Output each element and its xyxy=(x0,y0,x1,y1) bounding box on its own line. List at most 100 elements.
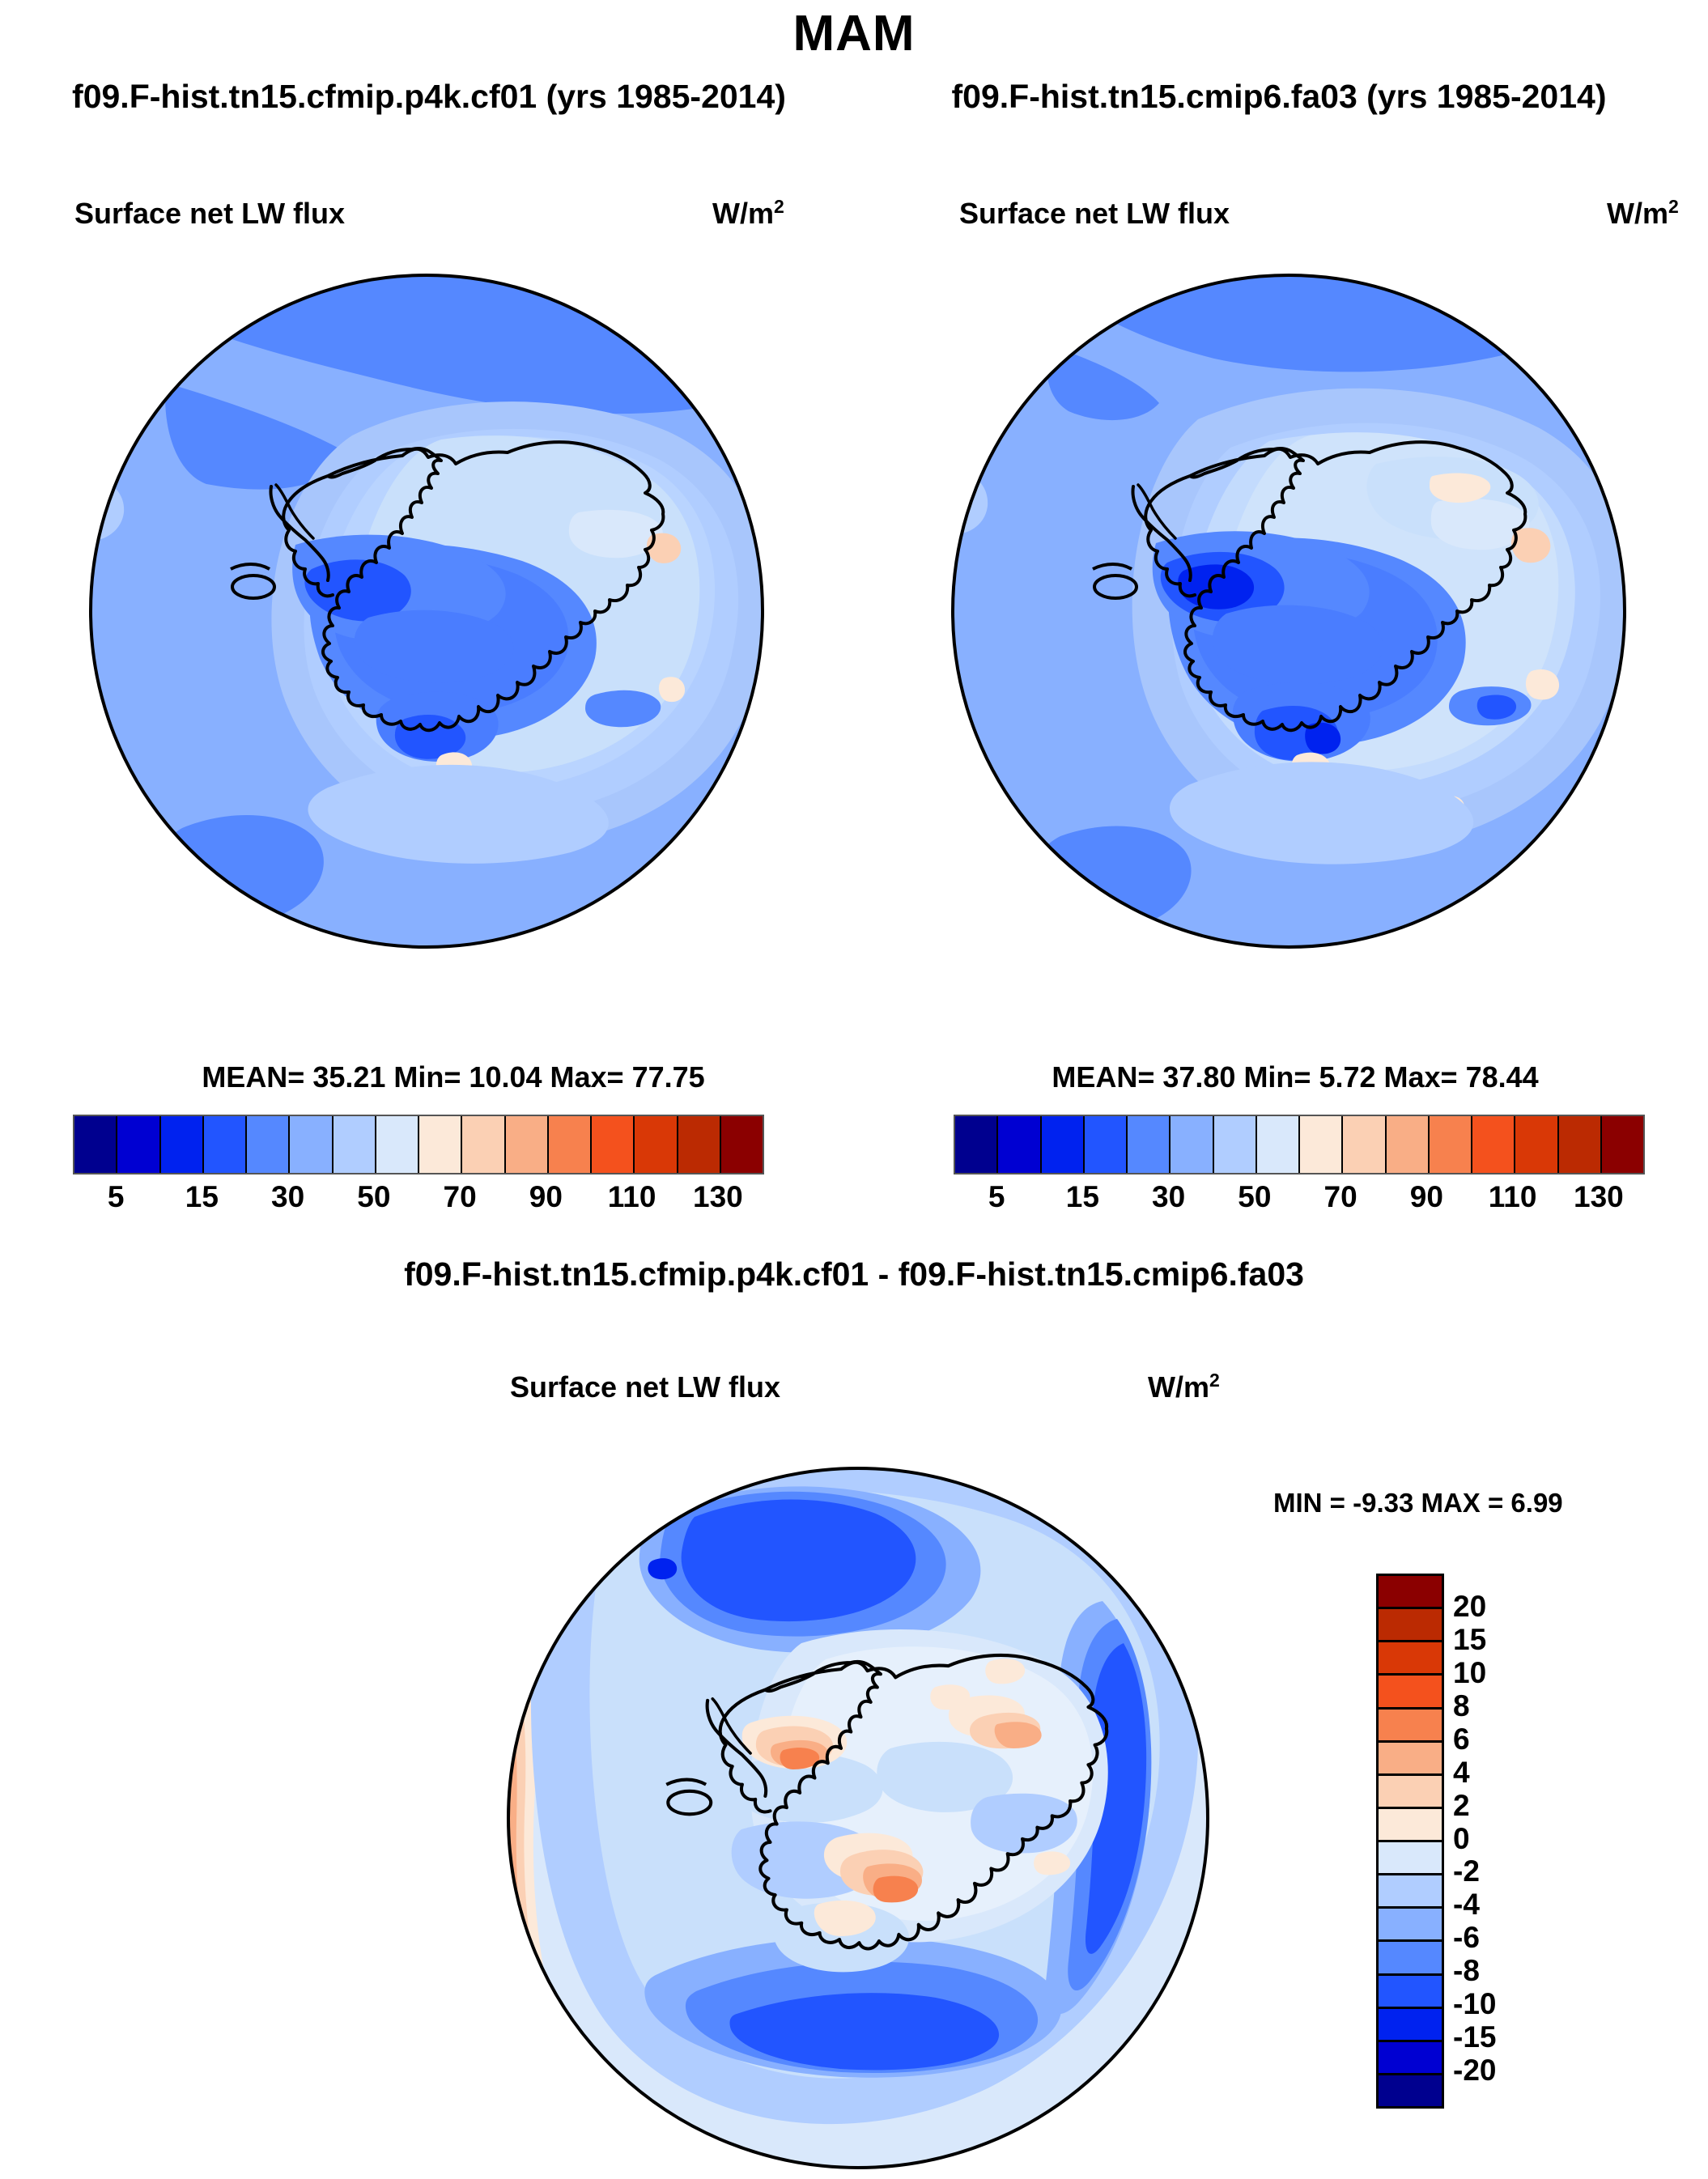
panel-left-stats: MEAN= 35.21 Min= 10.04 Max= 77.75 xyxy=(202,1060,705,1094)
colorbar-tick-label: -20 xyxy=(1453,2054,1497,2088)
colorbar-cell xyxy=(1343,1116,1387,1173)
colorbar-cell xyxy=(290,1116,334,1173)
panel-diff-variable-label: Surface net LW flux xyxy=(510,1370,781,1404)
colorbar-tick-label: 110 xyxy=(1488,1180,1537,1213)
colorbar-cell xyxy=(1379,1842,1442,1876)
season-title: MAM xyxy=(792,6,916,62)
colorbar-tick-label: 10 xyxy=(1453,1655,1487,1689)
case-title-right: f09.F-hist.tn15.cmip6.fa03 (yrs 1985-201… xyxy=(951,78,1607,115)
panel-right-units-exponent: 2 xyxy=(1668,196,1679,217)
case-title-left: f09.F-hist.tn15.cfmip.p4k.cf01 (yrs 1985… xyxy=(72,78,786,115)
map-right-svg xyxy=(951,274,1626,949)
colorbar-tick-label: 0 xyxy=(1453,1821,1470,1855)
colorbar-cell xyxy=(635,1116,678,1173)
colorbar-cell xyxy=(247,1116,291,1173)
colorbar-difference xyxy=(1376,1574,1444,2109)
colorbar-cell xyxy=(203,1116,247,1173)
colorbar-tick-label: 130 xyxy=(1574,1180,1624,1213)
colorbar-tick-label: 20 xyxy=(1453,1589,1487,1623)
colorbar-left xyxy=(73,1115,764,1174)
colorbar-cell xyxy=(1379,1775,1442,1809)
colorbar-tick-label: 5 xyxy=(107,1180,125,1213)
colorbar-cell xyxy=(1300,1116,1344,1173)
map-difference xyxy=(502,1457,1214,2179)
panel-right-units-label: W/m2 xyxy=(1607,197,1679,231)
colorbar-cell xyxy=(1379,2075,1442,2106)
colorbar-cell xyxy=(117,1116,161,1173)
panel-left-variable-label: Surface net LW flux xyxy=(74,197,346,230)
colorbar-cell xyxy=(592,1116,635,1173)
colorbar-cell xyxy=(376,1116,419,1173)
colorbar-tick-label: 130 xyxy=(693,1180,743,1213)
colorbar-tick-label: -15 xyxy=(1453,2020,1497,2054)
colorbar-cell xyxy=(1379,1909,1442,1943)
colorbar-tick-label: 110 xyxy=(607,1180,656,1213)
colorbar-cell xyxy=(1386,1116,1430,1173)
panel-right-stats: MEAN= 37.80 Min= 5.72 Max= 78.44 xyxy=(1052,1060,1539,1094)
colorbar-cell xyxy=(1379,1808,1442,1842)
colorbar-tick-label: 70 xyxy=(1323,1180,1357,1213)
colorbar-cell xyxy=(505,1116,549,1173)
colorbar-tick-label: -10 xyxy=(1453,1987,1497,2021)
colorbar-tick-label: 8 xyxy=(1453,1688,1470,1722)
colorbar-tick-label: 90 xyxy=(529,1180,563,1213)
colorbar-cell xyxy=(333,1116,376,1173)
panel-left-units-text: W/m xyxy=(712,197,774,230)
colorbar-cell xyxy=(998,1116,1042,1173)
panel-diff-units-exponent: 2 xyxy=(1209,1370,1220,1391)
difference-title: f09.F-hist.tn15.cfmip.p4k.cf01 - f09.F-h… xyxy=(404,1255,1304,1293)
colorbar-tick-label: -6 xyxy=(1453,1921,1480,1955)
colorbar-tick-label: 15 xyxy=(1065,1180,1099,1213)
map-right xyxy=(947,270,1631,954)
colorbar-cell xyxy=(419,1116,463,1173)
colorbar-cell xyxy=(1558,1116,1602,1173)
colorbar-cell xyxy=(1379,1875,1442,1909)
colorbar-cell xyxy=(1379,1975,1442,2009)
colorbar-tick-label: 30 xyxy=(1152,1180,1186,1213)
map-difference-svg xyxy=(507,1467,1209,2169)
map-left-svg xyxy=(89,274,764,949)
difference-minmax: MIN = -9.33 MAX = 6.99 xyxy=(1273,1488,1563,1518)
colorbar-tick-label: 15 xyxy=(1453,1622,1487,1656)
colorbar-tick-label: -8 xyxy=(1453,1954,1480,1988)
colorbar-cell xyxy=(1379,2041,1442,2075)
colorbar-cell xyxy=(1472,1116,1516,1173)
colorbar-tick-label: 90 xyxy=(1409,1180,1443,1213)
colorbar-tick-label: 70 xyxy=(443,1180,477,1213)
panel-left-units-label: W/m2 xyxy=(712,197,784,231)
colorbar-cell xyxy=(1379,1709,1442,1743)
map-left xyxy=(85,270,769,954)
colorbar-cell xyxy=(1041,1116,1085,1173)
colorbar-difference-ticks: 20 15 10 8 6 4 2 0 -2 -4 -6 -8 -10 -15 -20 xyxy=(1453,1574,1566,2104)
colorbar-tick-label: 30 xyxy=(271,1180,305,1213)
colorbar-left-ticks: 5 15 30 50 70 90 110 130 xyxy=(73,1180,761,1221)
colorbar-cell xyxy=(1379,1676,1442,1710)
colorbar-cell xyxy=(1256,1116,1300,1173)
colorbar-tick-label: -4 xyxy=(1453,1888,1480,1922)
colorbar-cell xyxy=(1429,1116,1472,1173)
colorbar-cell xyxy=(1379,1642,1442,1676)
colorbar-cell xyxy=(74,1116,118,1173)
colorbar-cell xyxy=(1515,1116,1559,1173)
colorbar-tick-label: 2 xyxy=(1453,1788,1470,1822)
colorbar-cell xyxy=(1379,2008,1442,2042)
colorbar-cell xyxy=(1379,1742,1442,1776)
colorbar-cell xyxy=(1084,1116,1128,1173)
colorbar-right xyxy=(954,1115,1645,1174)
colorbar-cell xyxy=(462,1116,506,1173)
colorbar-cell xyxy=(955,1116,999,1173)
colorbar-tick-label: 6 xyxy=(1453,1722,1470,1756)
colorbar-tick-label: 50 xyxy=(1238,1180,1272,1213)
colorbar-cell xyxy=(1601,1116,1643,1173)
colorbar-cell xyxy=(160,1116,204,1173)
panel-right-variable-label: Surface net LW flux xyxy=(959,197,1230,230)
colorbar-right-ticks: 5 15 30 50 70 90 110 130 xyxy=(954,1180,1642,1221)
colorbar-cell xyxy=(1379,1942,1442,1976)
colorbar-tick-label: 50 xyxy=(357,1180,391,1213)
colorbar-cell xyxy=(1128,1116,1171,1173)
colorbar-tick-label: 5 xyxy=(988,1180,1005,1213)
colorbar-tick-label: 15 xyxy=(185,1180,219,1213)
colorbar-cell xyxy=(548,1116,592,1173)
panel-diff-units-text: W/m xyxy=(1148,1370,1209,1404)
colorbar-cell xyxy=(1213,1116,1257,1173)
